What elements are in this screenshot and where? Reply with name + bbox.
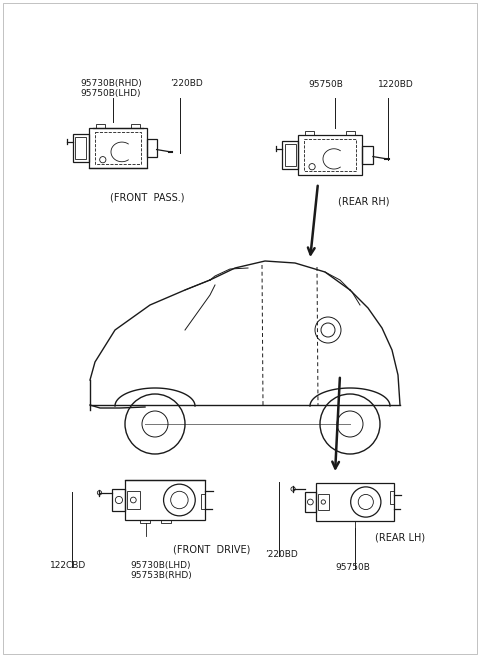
Bar [304,139,356,171]
Text: ’220BD: ’220BD [265,550,298,559]
Text: 95750B(LHD): 95750B(LHD) [80,89,141,98]
Text: (REAR LH): (REAR LH) [375,532,425,542]
Bar [282,141,298,169]
Bar [305,131,314,135]
Bar [318,494,329,510]
Text: 95750B: 95750B [335,563,370,572]
Text: 95730B(LHD): 95730B(LHD) [130,561,191,570]
Text: 95753B(RHD): 95753B(RHD) [130,571,192,580]
Bar [201,494,204,509]
Bar [73,134,89,162]
Bar [298,135,362,175]
Bar [89,127,147,168]
Bar [131,124,140,127]
Text: 122CBD: 122CBD [50,561,86,570]
Bar [346,131,355,135]
Bar [316,484,394,521]
Text: (FRONT  DRIVE): (FRONT DRIVE) [173,544,251,554]
Text: 95730B(RHD): 95730B(RHD) [80,79,142,88]
Bar [390,491,394,504]
Bar [75,137,86,159]
Bar [285,144,296,166]
Bar [125,480,204,520]
Bar [147,139,156,156]
Bar [112,489,125,510]
Text: 95750B: 95750B [308,80,343,89]
Bar [305,492,316,512]
Text: (FRONT  PASS.): (FRONT PASS.) [110,192,184,202]
Bar [161,520,171,524]
Text: (REAR RH): (REAR RH) [338,197,389,207]
Bar [96,124,105,127]
Text: 1220BD: 1220BD [378,80,414,89]
Bar [127,491,140,509]
Bar [140,520,150,524]
Bar [362,147,373,164]
Text: ’220BD: ’220BD [170,79,203,88]
Bar [95,133,141,164]
